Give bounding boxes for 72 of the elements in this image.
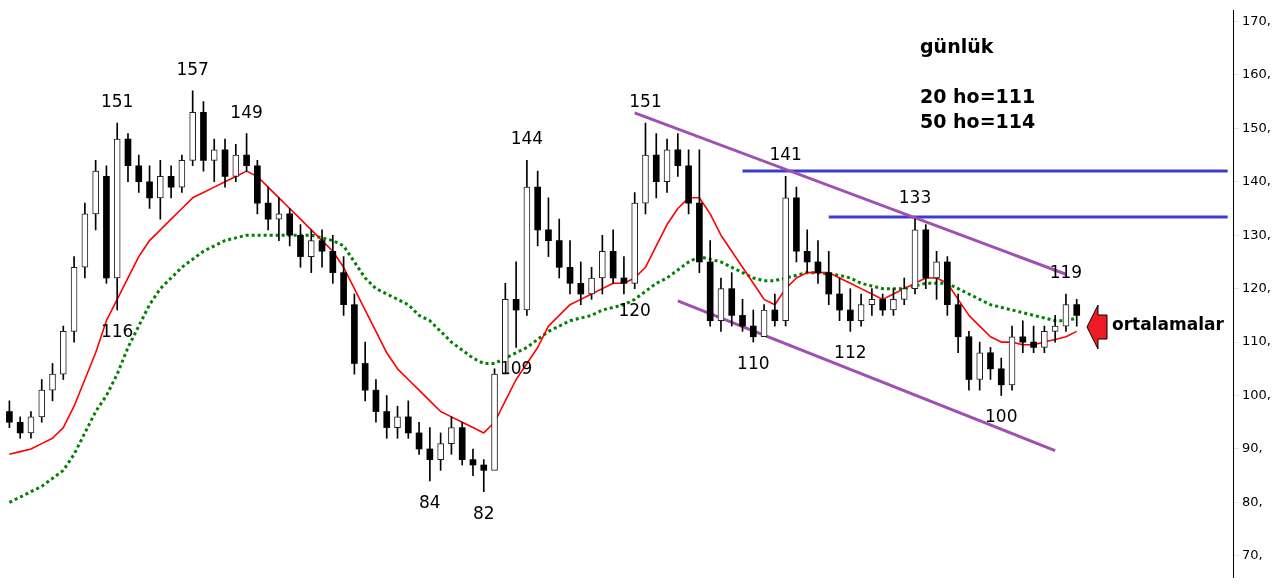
annotation: 149 xyxy=(230,101,263,122)
candlestick xyxy=(803,229,811,273)
candlestick xyxy=(620,256,628,295)
candlestick xyxy=(157,160,164,220)
candlestick xyxy=(631,192,639,289)
candlestick xyxy=(900,277,908,306)
annotation: 112 xyxy=(834,342,867,363)
candlestick xyxy=(318,229,326,268)
y-tick-label: 140, xyxy=(1242,173,1272,189)
y-tick-label: 130, xyxy=(1242,226,1272,242)
y-tick-label: 170, xyxy=(1242,12,1272,28)
candlestick xyxy=(38,379,46,423)
annotation: 133 xyxy=(898,187,932,208)
candlestick xyxy=(372,379,380,423)
candlestick xyxy=(965,331,973,391)
annotation: 144 xyxy=(510,128,544,149)
candlestick xyxy=(555,218,563,279)
annotation: 141 xyxy=(769,144,802,165)
annotation: 116 xyxy=(100,320,134,341)
y-tick-label: 160, xyxy=(1242,66,1272,82)
candlestick xyxy=(976,341,984,391)
annotation: 50 ho=114 xyxy=(920,109,1036,134)
annotation: 151 xyxy=(100,90,134,111)
text: günlük xyxy=(920,34,995,59)
annotation: ortalamalar xyxy=(1112,314,1224,334)
annotation: 100 xyxy=(985,406,1018,427)
candlestick xyxy=(329,234,337,284)
candlestick xyxy=(480,459,488,493)
annotation: 151 xyxy=(629,90,662,111)
candlestick xyxy=(674,133,682,177)
candlestick xyxy=(652,133,660,199)
annotation: 20 ho=111 xyxy=(920,84,1036,109)
candlestick xyxy=(264,186,272,231)
y-tick-label: 70, xyxy=(1242,547,1263,563)
annotation: 84 xyxy=(419,491,441,512)
y-tick-label: 150, xyxy=(1242,119,1272,135)
candlestick xyxy=(59,325,67,380)
candlestick xyxy=(566,240,574,295)
candlestick xyxy=(383,395,391,439)
y-tick-label: 90, xyxy=(1242,440,1263,456)
candlestick xyxy=(135,154,143,193)
candlestick xyxy=(16,416,24,439)
candlestick xyxy=(1073,299,1081,327)
y-tick-label: 120, xyxy=(1242,280,1272,296)
y-tick-label: 80, xyxy=(1242,493,1263,509)
candlestick xyxy=(825,250,833,306)
y-tick-label: 110, xyxy=(1242,333,1272,349)
candlestick xyxy=(361,341,369,402)
candlestick xyxy=(232,144,240,183)
candlestick xyxy=(997,357,1005,396)
candlestick xyxy=(221,138,229,188)
annotation: 157 xyxy=(176,58,209,79)
candlestick xyxy=(458,421,466,466)
annotation: 119 xyxy=(1049,261,1083,282)
candlestick xyxy=(469,448,477,477)
candlestick xyxy=(1019,320,1027,354)
candlestick xyxy=(577,261,585,306)
annotation: 110 xyxy=(737,353,770,374)
candlestick xyxy=(846,288,854,332)
candlestick xyxy=(954,293,962,354)
candlestick xyxy=(922,224,930,289)
annotation: 82 xyxy=(472,502,495,523)
candlestick xyxy=(307,229,315,273)
candlestick xyxy=(728,272,736,327)
candlestick xyxy=(404,400,412,439)
y-tick-label: 100, xyxy=(1242,386,1272,402)
candlestick xyxy=(286,208,294,247)
candlestick xyxy=(210,138,218,183)
annotation: 120 xyxy=(618,299,651,320)
candlestick xyxy=(189,90,196,167)
candlestick xyxy=(113,122,121,311)
candlestick xyxy=(749,309,757,343)
